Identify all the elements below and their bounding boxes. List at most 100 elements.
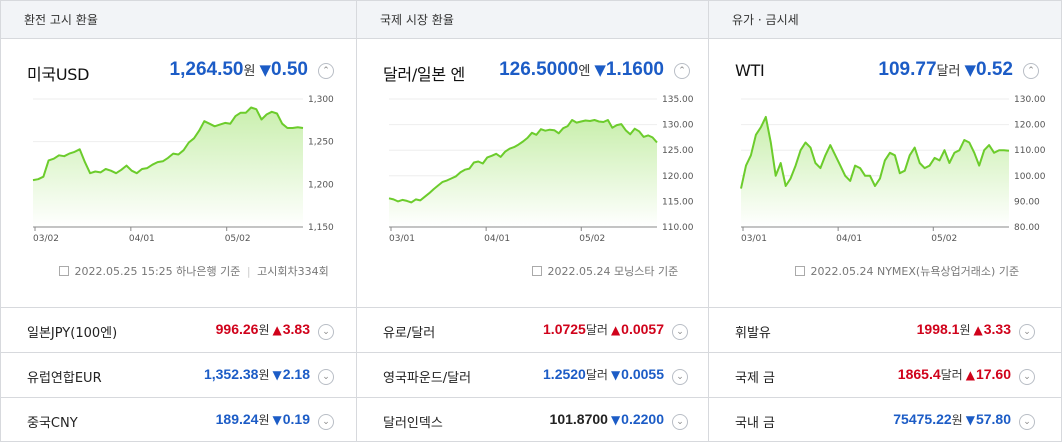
rate-change: 57.80 (975, 411, 1011, 427)
down-arrow-icon: ▼ (610, 368, 621, 382)
separator: | (246, 265, 251, 278)
list-item[interactable]: 휘발유 1998.1 원 ▲ 3.33 ⌄ (709, 308, 1061, 353)
chevron-down-icon[interactable]: ⌄ (1019, 324, 1035, 340)
chevron-down-icon[interactable]: ⌄ (672, 324, 688, 340)
main-quote[interactable]: 미국USD 1,264.50 원 ▼ 0.50 ⌃ (1, 55, 356, 89)
main-value: 126.5000 (499, 59, 579, 80)
rate-value: 101.8700 ▼ 0.2200 ⌄ (550, 411, 688, 430)
chevron-up-icon[interactable]: ⌃ (1023, 63, 1039, 79)
list-item[interactable]: 달러인덱스 101.8700 ▼ 0.2200 ⌄ (357, 398, 708, 442)
list-item[interactable]: 유럽연합EUR 1,352.38 원 ▼ 2.18 ⌄ (1, 353, 356, 398)
y-tick-label: 1,250 (308, 138, 334, 148)
rate-number: 101.8700 (549, 411, 608, 427)
main-change: 1.1600 (605, 59, 664, 80)
rate-name[interactable]: 유로/달러 (383, 326, 436, 341)
rate-unit: 달러 (940, 368, 963, 382)
rate-value: 996.26 원 ▲ 3.83 ⌄ (216, 321, 334, 340)
chevron-down-icon[interactable]: ⌄ (1019, 414, 1035, 430)
list-item[interactable]: 국제 금 1865.4 달러 ▲ 17.60 ⌄ (709, 353, 1061, 398)
source-text: 2022.05.24 NYMEX(뉴욕상업거래소) 기준 (810, 265, 1020, 278)
main-quote[interactable]: WTI 109.77 달러 ▼ 0.52 ⌃ (709, 55, 1061, 89)
up-arrow-icon: ▲ (965, 368, 975, 382)
main-quote-name[interactable]: WTI (735, 61, 765, 80)
list-item[interactable]: 일본JPY(100엔) 996.26 원 ▲ 3.83 ⌄ (1, 308, 356, 353)
source-note: 2022.05.24 NYMEX(뉴욕상업거래소) 기준 (795, 263, 1019, 279)
source-note: 2022.05.25 15:25 하나은행 기준 | 고시회차334회 (59, 263, 329, 279)
list-item[interactable]: 국내 금 75475.22 원 ▼ 57.80 ⌄ (709, 398, 1061, 442)
rate-change: 0.0057 (621, 321, 664, 337)
rate-number: 189.24 (215, 411, 259, 427)
panel-oil-gold: 유가 · 금시세 WTI 109.77 달러 ▼ 0.52 ⌃ 130.00 12… (708, 1, 1061, 442)
y-tick-label: 90.00 (1014, 197, 1040, 207)
chevron-down-icon[interactable]: ⌄ (318, 414, 334, 430)
main-unit: 엔 (578, 64, 591, 79)
usd-chart: 1,300 1,250 1,200 1,150 03/02 04/01 05/02 (29, 93, 334, 262)
rate-name[interactable]: 중국CNY (27, 416, 78, 431)
chevron-up-icon[interactable]: ⌃ (318, 63, 334, 79)
chevron-down-icon[interactable]: ⌄ (1019, 369, 1035, 385)
rate-name[interactable]: 국제 금 (735, 371, 776, 386)
x-tick-label: 05/02 (931, 234, 957, 244)
main-value: 109.77 (878, 59, 937, 80)
main-quote[interactable]: 달러/일본 엔 126.5000 엔 ▼ 1.1600 ⌃ (357, 55, 708, 89)
rate-name[interactable]: 달러인덱스 (383, 416, 443, 431)
y-tick-label: 130.00 (1014, 95, 1046, 105)
rate-unit: 달러 (585, 323, 608, 337)
rate-number: 1.2520 (543, 366, 586, 382)
rate-name[interactable]: 일본JPY(100엔) (27, 326, 118, 341)
rate-name[interactable]: 유럽연합EUR (27, 371, 102, 386)
panel-header: 국제 시장 환율 (357, 1, 708, 39)
chevron-down-icon[interactable]: ⌄ (672, 369, 688, 385)
down-arrow-icon: ▼ (259, 61, 272, 79)
rate-change: 3.83 (282, 321, 310, 337)
y-tick-label: 110.00 (1014, 146, 1046, 156)
main-quote-name[interactable]: 미국USD (27, 65, 90, 84)
document-icon (59, 266, 69, 276)
y-tick-label: 1,200 (308, 180, 334, 190)
chevron-up-icon[interactable]: ⌃ (674, 63, 690, 79)
chart-svg: 130.00 120.00 110.00 100.00 90.00 80.00 03/01 0… (740, 95, 1046, 244)
x-tick-label: 04/01 (129, 234, 155, 244)
rate-list: 일본JPY(100엔) 996.26 원 ▲ 3.83 ⌄ 유럽연합EUR 1,… (1, 307, 356, 442)
down-arrow-icon: ▼ (964, 61, 977, 79)
rate-unit: 원 (959, 323, 971, 337)
down-arrow-icon: ▼ (965, 413, 975, 427)
panel-intl-market: 국제 시장 환율 달러/일본 엔 126.5000 엔 ▼ 1.1600 ⌃ 1… (356, 1, 708, 442)
panel-exchange-notice: 환전 고시 환율 미국USD 1,264.50 원 ▼ 0.50 ⌃ 1,300… (1, 1, 356, 442)
up-arrow-icon: ▲ (973, 323, 983, 337)
down-arrow-icon: ▼ (272, 368, 282, 382)
rate-name[interactable]: 영국파운드/달러 (383, 371, 472, 386)
rate-number: 1,352.38 (203, 366, 259, 382)
source-note: 2022.05.24 모닝스타 기준 (532, 263, 678, 279)
source-text: 2022.05.25 15:25 하나은행 기준 (74, 265, 241, 278)
x-tick-label: 05/02 (579, 234, 605, 244)
rate-name[interactable]: 국내 금 (735, 416, 776, 431)
jpy-chart: 135.00 130.00 125.00 120.00 115.00 110.00 03/0… (385, 93, 695, 262)
y-tick-label: 80.00 (1014, 223, 1040, 233)
main-quote-name[interactable]: 달러/일본 엔 (383, 65, 465, 84)
x-tick-label: 03/02 (33, 234, 59, 244)
y-tick-label: 1,300 (308, 95, 334, 105)
wti-chart: 130.00 120.00 110.00 100.00 90.00 80.00 03/01 0… (737, 93, 1052, 262)
rate-value: 1.0725 달러 ▲ 0.0057 ⌄ (543, 321, 688, 340)
rate-list: 휘발유 1998.1 원 ▲ 3.33 ⌄ 국제 금 1865.4 달러 ▲ 1… (709, 307, 1061, 442)
series-area (33, 107, 303, 227)
y-tick-label: 115.00 (662, 197, 694, 207)
main-change: 0.52 (976, 59, 1013, 80)
rate-value: 1998.1 원 ▲ 3.33 ⌄ (917, 321, 1035, 340)
list-item[interactable]: 중국CNY 189.24 원 ▼ 0.19 ⌄ (1, 398, 356, 442)
series-area (741, 116, 1009, 227)
panel-header: 유가 · 금시세 (709, 1, 1061, 39)
list-item[interactable]: 유로/달러 1.0725 달러 ▲ 0.0057 ⌄ (357, 308, 708, 353)
chevron-down-icon[interactable]: ⌄ (318, 324, 334, 340)
y-tick-label: 110.00 (662, 223, 694, 233)
series-line (32, 106, 304, 182)
chevron-down-icon[interactable]: ⌄ (672, 414, 688, 430)
main-quote-value: 1,264.50 원 ▼ 0.50 ⌃ (170, 59, 334, 81)
rate-unit: 원 (258, 413, 270, 427)
rate-number: 1998.1 (916, 321, 960, 337)
chevron-down-icon[interactable]: ⌄ (318, 369, 334, 385)
rate-value: 1.2520 달러 ▼ 0.0055 ⌄ (543, 366, 688, 385)
rate-name[interactable]: 휘발유 (735, 326, 771, 341)
list-item[interactable]: 영국파운드/달러 1.2520 달러 ▼ 0.0055 ⌄ (357, 353, 708, 398)
